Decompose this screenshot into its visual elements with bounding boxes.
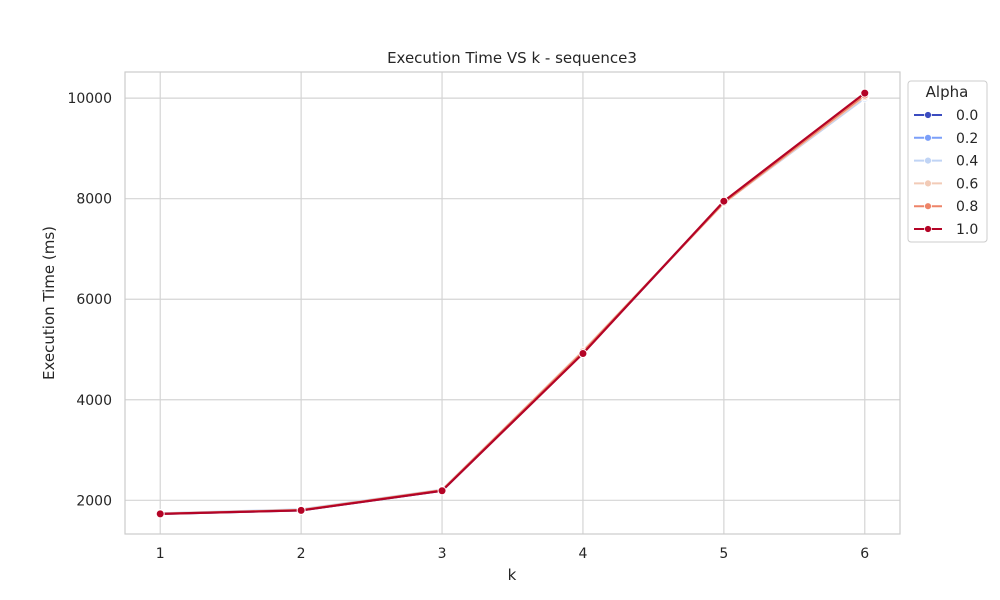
- x-tick-label: 2: [297, 546, 306, 562]
- grid: [125, 72, 900, 534]
- legend-item: 0.8: [914, 199, 978, 215]
- x-tick-label: 4: [578, 546, 587, 562]
- x-axis-label: k: [508, 566, 517, 584]
- legend-label: 0.6: [956, 176, 978, 192]
- legend-swatch-marker: [924, 225, 932, 233]
- data-point: [860, 88, 870, 98]
- legend-swatch-marker: [924, 202, 932, 211]
- y-axis-label: Execution Time (ms): [40, 226, 58, 380]
- data-point: [437, 486, 447, 496]
- legend-item: 0.2: [914, 131, 978, 147]
- chart-title: Execution Time VS k - sequence3: [387, 49, 637, 67]
- legend-item: 0.0: [914, 108, 978, 124]
- series-1.0: [155, 88, 870, 519]
- legend-swatch-marker: [924, 179, 932, 188]
- data-point: [719, 196, 729, 206]
- data-point: [578, 349, 588, 359]
- series-layer: [155, 88, 870, 519]
- y-tick-labels: 2000 4000 6000 8000 10000: [67, 91, 112, 509]
- legend-item: 0.6: [914, 176, 978, 192]
- legend-item: 1.0: [914, 222, 978, 238]
- legend-items: 0.0 0.2 0.4 0.6 0.8 1.0: [914, 108, 978, 238]
- legend-label: 0.2: [956, 131, 978, 147]
- y-tick-label: 4000: [76, 393, 112, 409]
- legend-label: 0.0: [956, 108, 978, 124]
- y-tick-label: 6000: [76, 292, 112, 308]
- x-tick-label: 6: [860, 546, 869, 562]
- y-tick-label: 2000: [76, 493, 112, 509]
- series-line: [160, 92, 866, 515]
- x-tick-label: 1: [156, 546, 165, 562]
- legend: Alpha 0.0 0.2 0.4 0.6 0.8 1.0: [907, 80, 988, 243]
- legend-label: 0.8: [956, 199, 978, 215]
- data-point: [155, 509, 165, 519]
- x-tick-label: 3: [438, 546, 447, 562]
- legend-title: Alpha: [926, 83, 969, 101]
- legend-swatch-marker: [924, 133, 932, 142]
- legend-swatch-marker: [924, 111, 932, 119]
- legend-swatch-marker: [924, 156, 932, 165]
- data-point: [296, 505, 306, 515]
- y-tick-label: 10000: [67, 91, 112, 107]
- legend-box: [907, 80, 988, 243]
- x-tick-label: 5: [719, 546, 728, 562]
- legend-label: 0.4: [956, 154, 978, 170]
- legend-label: 1.0: [956, 222, 978, 238]
- y-tick-label: 8000: [76, 192, 112, 208]
- x-tick-labels: 1 2 3 4 5 6: [156, 546, 870, 562]
- plot-frame: [124, 71, 901, 535]
- legend-item: 0.4: [914, 154, 978, 170]
